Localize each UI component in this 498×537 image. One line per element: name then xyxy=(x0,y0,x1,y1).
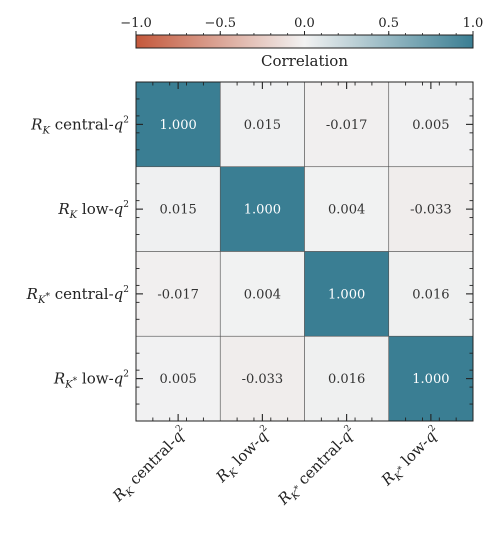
cell-value-label: 0.005 xyxy=(412,118,449,133)
row-label: RK low-q2 xyxy=(57,200,129,221)
label-exponent: 2 xyxy=(343,423,354,434)
label-exponent: 2 xyxy=(174,423,185,434)
label-exponent: 2 xyxy=(123,370,129,380)
colorbar: −1.0 −0.5 0.0 0.5 1.0 Correlation xyxy=(120,16,483,70)
cell-value-label: 0.015 xyxy=(244,118,281,133)
colorbar-tick-label: 0.5 xyxy=(378,16,399,31)
heatmap-cell xyxy=(219,166,305,252)
label-text: central- xyxy=(291,434,349,492)
label-subscript-star: * xyxy=(73,377,78,387)
row-label: RK* central-q2 xyxy=(26,285,129,306)
column-label: RK low-q2 xyxy=(212,423,278,489)
label-exponent: 2 xyxy=(123,285,129,295)
heatmap-cell xyxy=(388,335,474,422)
label-q: q xyxy=(114,285,124,303)
heatmap-cell xyxy=(219,335,305,422)
colorbar-tick-label: 1.0 xyxy=(463,16,484,31)
label-exponent: 2 xyxy=(123,115,129,125)
cell-value-label: 0.004 xyxy=(244,287,281,302)
label-base: R xyxy=(53,370,65,388)
label-subscript-star: * xyxy=(396,464,407,475)
heatmap-cell xyxy=(388,251,474,337)
heatmap-cell xyxy=(304,335,390,422)
heatmap-cell xyxy=(219,81,305,168)
label-subscript-star: * xyxy=(293,484,304,495)
heatmap-cell xyxy=(219,251,305,337)
colorbar-title: Correlation xyxy=(261,52,348,70)
cell-value-label: -0.017 xyxy=(157,287,199,302)
heatmap-frame xyxy=(135,81,474,422)
cell-value-label: 1.000 xyxy=(244,203,281,218)
cell-value-label: 0.005 xyxy=(160,372,197,387)
frame-ticks xyxy=(136,82,473,421)
cell-value-label: 1.000 xyxy=(412,372,449,387)
label-text: central- xyxy=(50,115,114,133)
heatmap-cell xyxy=(388,81,474,168)
cell-value-label: 0.016 xyxy=(412,287,449,302)
colorbar-bar xyxy=(135,34,474,49)
label-text: low- xyxy=(77,200,114,218)
label-text: low- xyxy=(77,370,114,388)
label-q: q xyxy=(114,200,124,218)
label-exponent: 2 xyxy=(427,423,438,434)
label-subscript: K xyxy=(64,380,73,391)
colorbar-tick-label: −1.0 xyxy=(120,16,152,31)
cell-value-label: 0.015 xyxy=(160,203,197,218)
row-label: RK* low-q2 xyxy=(53,370,129,391)
column-label: RK* low-q2 xyxy=(377,423,446,492)
heatmap-cell xyxy=(304,251,390,337)
label-subscript: K xyxy=(41,125,50,136)
label-exponent: 2 xyxy=(258,423,269,434)
label-subscript: K xyxy=(37,295,46,306)
heatmap-cell xyxy=(135,251,221,337)
column-label: RK* central-q2 xyxy=(274,423,362,511)
heatmap-cells: 1.000 0.015 -0.017 0.005 0.015 1.000 0.004 -0.0… xyxy=(135,81,474,422)
colorbar-tick-label: −0.5 xyxy=(204,16,236,31)
column-label: RK central-q2 xyxy=(108,423,193,508)
colorbar-tick-label: 0.0 xyxy=(294,16,315,31)
label-text: central- xyxy=(122,434,180,492)
heatmap-cell xyxy=(388,166,474,252)
heatmap-cell xyxy=(135,335,221,422)
cell-value-label: -0.033 xyxy=(410,203,452,218)
label-exponent: 2 xyxy=(123,200,129,210)
label-subscript: K xyxy=(69,210,78,221)
label-subscript-star: * xyxy=(45,292,50,302)
label-text: central- xyxy=(50,285,114,303)
label-base: R xyxy=(30,115,42,133)
label-base: R xyxy=(26,285,38,303)
cell-value-label: 0.004 xyxy=(328,203,365,218)
cell-value-label: -0.033 xyxy=(242,372,284,387)
heatmap-cell xyxy=(304,166,390,252)
cell-value-label: 0.016 xyxy=(328,372,365,387)
label-q: q xyxy=(114,115,124,133)
cell-value-label: 1.000 xyxy=(160,118,197,133)
cell-value-label: -0.017 xyxy=(326,118,368,133)
label-q: q xyxy=(114,370,124,388)
row-label: RK central-q2 xyxy=(30,115,129,136)
label-base: R xyxy=(57,200,69,218)
cell-value-label: 1.000 xyxy=(328,287,365,302)
